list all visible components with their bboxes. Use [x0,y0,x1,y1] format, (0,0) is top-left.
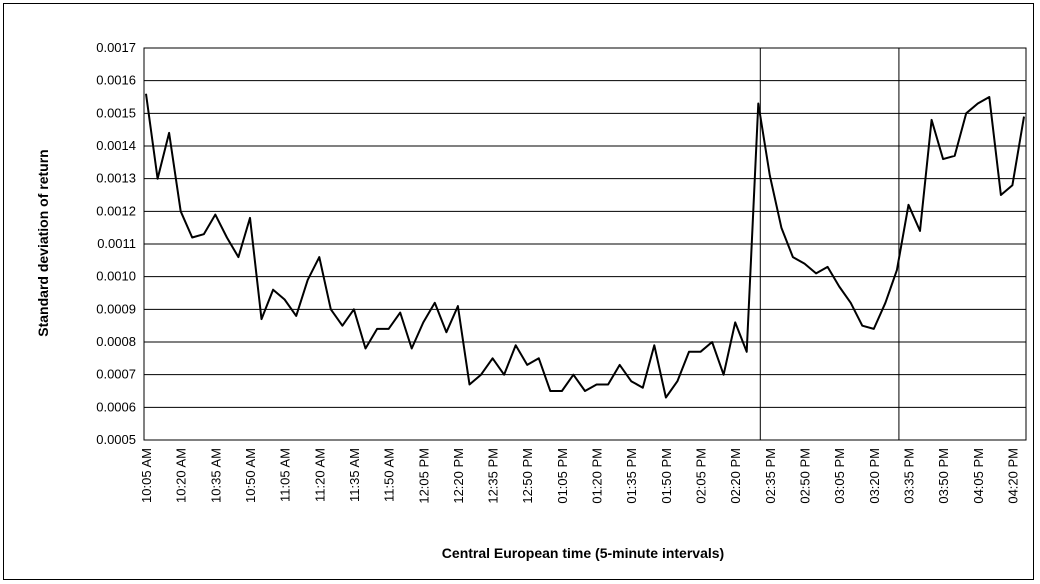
x-tick-label: 12:05 PM [416,448,431,504]
y-tick-label: 0.0017 [96,40,136,55]
x-tick-label: 01:50 PM [659,448,674,504]
series-line [145,93,1025,399]
x-tick-label: 03:35 PM [901,448,916,504]
x-tick-label: 04:05 PM [971,448,986,504]
x-tick-label: 01:20 PM [590,448,605,504]
chart-frame [3,3,1034,580]
x-tick-label: 10:35 AM [208,448,223,503]
x-tick-label: 12:35 PM [486,448,501,504]
x-tick-label: 02:20 PM [728,448,743,504]
y-tick-label: 0.0013 [96,171,136,186]
x-tick-labels: 10:05 AM 10:20 AM 10:35 AM 10:50 AM 11:05 AM… [139,448,1020,504]
x-tick-label: 03:05 PM [832,448,847,504]
x-tick-label: 01:35 PM [624,448,639,504]
y-tick-label: 0.0016 [96,73,136,88]
y-tick-label: 0.0008 [96,334,136,349]
x-tick-label: 10:20 AM [174,448,189,503]
x-tick-label: 02:05 PM [694,448,709,504]
x-axis-title: Central European time (5-minute interval… [442,545,724,561]
y-tick-label: 0.0015 [96,105,136,120]
y-tick-label: 0.0010 [96,269,136,284]
x-tick-label: 11:20 AM [312,448,327,502]
x-tick-label: 04:20 PM [1005,448,1020,504]
y-tick-label: 0.0007 [96,367,136,382]
y-tick-label: 0.0014 [96,138,136,153]
gridlines [144,47,1026,441]
x-tick-label: 02:35 PM [763,448,778,504]
y-tick-label: 0.0005 [96,432,136,447]
x-tick-label: 10:50 AM [243,448,258,503]
y-tick-label: 0.0012 [96,203,136,218]
y-tick-label: 0.0011 [97,236,136,251]
y-axis-title: Standard deviation of return [35,149,51,336]
x-tick-label: 12:50 PM [520,448,535,504]
plot-area-border [143,47,1027,441]
x-tick-label: 02:50 PM [798,448,813,504]
x-tick-label: 10:05 AM [139,448,154,503]
x-tick-label: 11:50 AM [382,448,397,502]
x-tick-label: 03:20 PM [867,448,882,504]
x-tick-label: 03:50 PM [936,448,951,504]
x-tick-label: 01:05 PM [555,448,570,504]
x-tick-label: 11:35 AM [347,448,362,502]
y-tick-label: 0.0006 [96,399,136,414]
x-tick-label: 11:05 AM [278,448,293,502]
y-tick-label: 0.0009 [96,301,136,316]
x-tick-label: 12:20 PM [451,448,466,504]
y-tick-labels: 0.0005 0.0006 0.0007 0.0008 0.0009 0.0010 0.00… [96,40,136,447]
